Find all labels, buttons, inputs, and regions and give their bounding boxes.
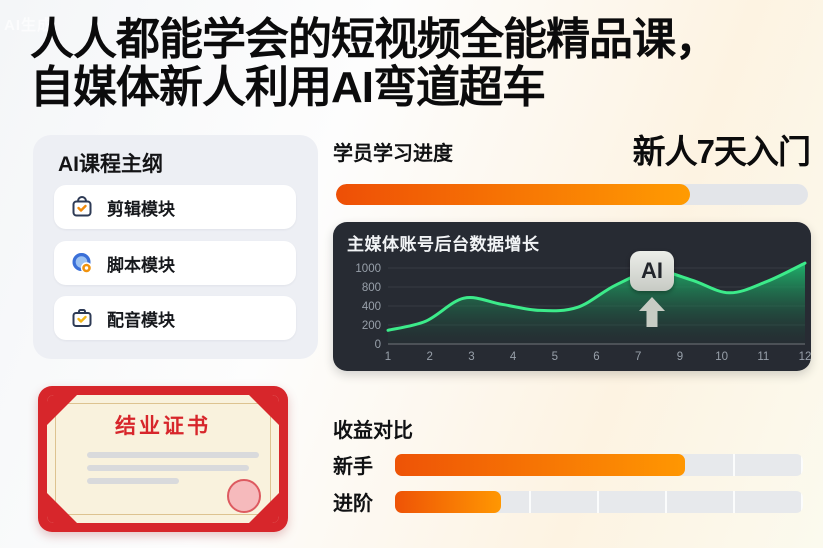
svg-text:6: 6 xyxy=(593,351,599,363)
certificate-corner-decoration xyxy=(47,395,77,425)
certificate-text-line xyxy=(87,452,259,458)
certificate-seal xyxy=(227,479,261,513)
svg-text:10: 10 xyxy=(715,351,728,363)
outline-item-label: 剪辑模块 xyxy=(107,199,175,219)
ai-generated-watermark: AI生成 xyxy=(4,17,54,34)
chart-area-fill xyxy=(388,263,805,344)
svg-text:11: 11 xyxy=(757,351,769,363)
growth-chart-panel: 主媒体账号后台数据增长 1000 800 400 200 0 1 2 3 4 5 6 7 9 10 11 1… xyxy=(333,222,811,371)
page-title: 人人都能学会的短视频全能精品课， 自媒体新人利用AI弯道超车 xyxy=(30,16,810,112)
chart-y-tick-labels: 1000 800 400 200 0 xyxy=(355,263,381,351)
bag-check-icon xyxy=(72,196,92,217)
svg-text:800: 800 xyxy=(362,282,381,294)
up-arrow-icon xyxy=(639,297,665,327)
chart-x-tick-labels: 1 2 3 4 5 6 7 9 10 11 12 xyxy=(385,351,811,363)
progress-section-label: 学员学习进度 xyxy=(333,143,453,165)
outline-item-label: 脚本模块 xyxy=(107,255,175,275)
outline-item-editing[interactable]: 剪辑模块 xyxy=(54,185,296,229)
comparison-bar-advanced-fill xyxy=(395,491,502,513)
certificate-title: 结业证书 xyxy=(115,415,211,438)
svg-text:4: 4 xyxy=(510,351,517,363)
learning-progress-bar xyxy=(336,184,808,205)
globe-badge-icon xyxy=(72,253,93,274)
certificate-corner-decoration xyxy=(47,493,77,523)
comparison-bar-novice-fill xyxy=(395,454,685,476)
briefcase-check-icon xyxy=(72,309,92,327)
comparison-bar-novice xyxy=(395,454,803,476)
ai-annotation-badge: AI xyxy=(630,251,674,291)
learning-progress-fill xyxy=(336,184,690,205)
svg-text:1: 1 xyxy=(385,351,391,363)
comparison-row-label-advanced: 进阶 xyxy=(333,493,373,515)
outline-item-voiceover[interactable]: 配音模块 xyxy=(54,296,296,340)
certificate-paper: 结业证书 xyxy=(47,395,279,523)
course-outline-card: AI课程主纲 剪辑模块 脚本模块 配音模块 xyxy=(33,135,318,359)
svg-text:0: 0 xyxy=(375,339,381,351)
svg-text:9: 9 xyxy=(677,351,683,363)
certificate-inner-border xyxy=(55,403,271,515)
outline-item-script[interactable]: 脚本模块 xyxy=(54,241,296,285)
svg-text:1000: 1000 xyxy=(355,263,381,275)
comparison-title: 收益对比 xyxy=(333,420,413,442)
completion-certificate-card: 结业证书 xyxy=(38,386,288,532)
certificate-text-line xyxy=(87,478,179,484)
svg-text:12: 12 xyxy=(799,351,811,363)
svg-text:400: 400 xyxy=(362,301,381,313)
svg-text:2: 2 xyxy=(426,351,432,363)
comparison-row-label-novice: 新手 xyxy=(333,456,373,478)
svg-text:3: 3 xyxy=(468,351,474,363)
svg-text:5: 5 xyxy=(552,351,558,363)
growth-chart-title: 主媒体账号后台数据增长 xyxy=(347,235,540,254)
outline-item-label: 配音模块 xyxy=(107,310,175,330)
progress-highlight-text: 新人7天入门 xyxy=(632,133,811,170)
course-outline-title: AI课程主纲 xyxy=(58,153,163,176)
chart-line xyxy=(386,261,807,332)
certificate-text-line xyxy=(87,465,249,471)
page-title-line2: 自媒体新人利用AI弯道超车 xyxy=(30,63,546,112)
svg-text:200: 200 xyxy=(362,320,381,332)
comparison-bar-advanced xyxy=(395,491,803,513)
svg-text:7: 7 xyxy=(635,351,641,363)
page-title-line1: 人人都能学会的短视频全能精品课， xyxy=(30,15,719,64)
certificate-corner-decoration xyxy=(249,395,279,425)
